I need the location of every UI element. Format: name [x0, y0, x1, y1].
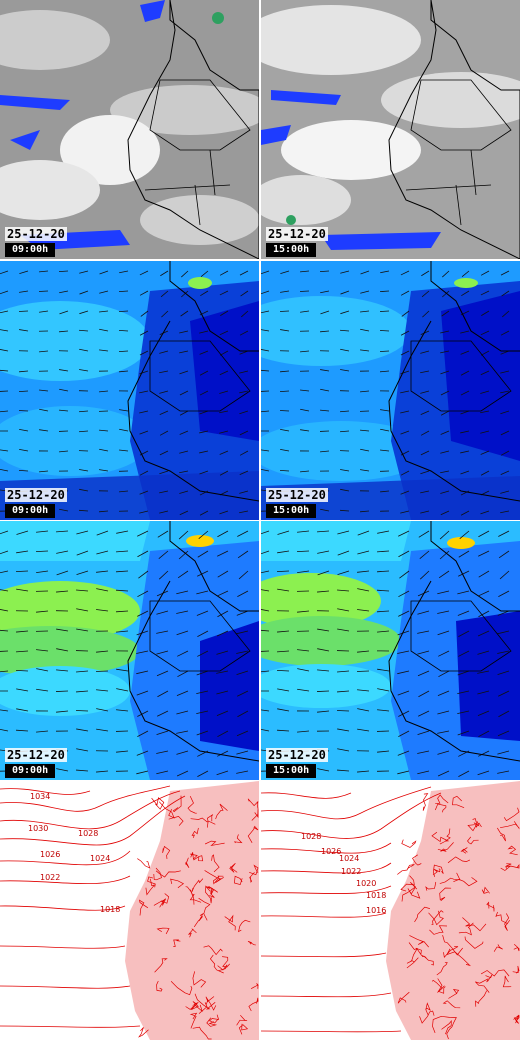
isobar-label-1026: 1026 [40, 850, 60, 859]
isobar-label-1034: 1034 [30, 792, 50, 801]
time-label: 09:00h [5, 504, 56, 518]
isobar-label-1018: 1018 [100, 905, 120, 914]
isobar-label-1026: 1026 [321, 847, 341, 856]
timestamp-label: 25-12-20 15:00h [266, 488, 328, 518]
wind-panel-1500: 25-12-20 15:00h [261, 261, 520, 520]
timestamp-label: 25-12-20 09:00h [5, 488, 67, 518]
timestamp-label: 25-12-20 15:00h [266, 748, 328, 778]
time-label: 09:00h [5, 764, 56, 778]
gust-panel-0900: 25-12-20 09:00h [0, 521, 259, 780]
date-label: 25-12-20 [5, 488, 67, 502]
satellite-panel-1500: 25-12-20 15:00h [261, 0, 520, 259]
time-label: 15:00h [266, 243, 317, 257]
date-label: 25-12-20 [266, 227, 328, 241]
wind-panel-0900: 25-12-20 09:00h [0, 261, 259, 520]
time-label: 09:00h [5, 243, 56, 257]
date-label: 25-12-20 [5, 748, 67, 762]
isobar-label-1028: 1028 [78, 829, 98, 838]
satellite-panel-0900: 25-12-20 09:00h [0, 0, 259, 259]
isobar-label-1020: 1020 [356, 879, 376, 888]
timestamp-label: 25-12-20 15:00h [266, 227, 328, 257]
isobar-label-1028: 1028 [301, 832, 321, 841]
isobar-label-1024: 1024 [339, 854, 359, 863]
isobar-label-1016: 1016 [366, 906, 386, 915]
time-label: 15:00h [266, 504, 317, 518]
isobar-label-1024: 1024 [90, 854, 110, 863]
time-label: 15:00h [266, 764, 317, 778]
date-label: 25-12-20 [266, 748, 328, 762]
gust-panel-1500: 25-12-20 15:00h [261, 521, 520, 780]
date-label: 25-12-20 [266, 488, 328, 502]
date-label: 25-12-20 [5, 227, 67, 241]
timestamp-label: 25-12-20 09:00h [5, 748, 67, 778]
isobar-label-1030: 1030 [28, 824, 48, 833]
pressure-panel-0900: 1034 1030 1028 1026 1024 1022 1018 [0, 781, 259, 1040]
isobar-label-1018: 1018 [366, 891, 386, 900]
isobar-label-1022: 1022 [341, 867, 361, 876]
isobar-label-1022: 1022 [40, 873, 60, 882]
timestamp-label: 25-12-20 09:00h [5, 227, 67, 257]
pressure-panel-1500: 1028 1026 1024 1022 1020 1018 1016 [261, 781, 520, 1040]
